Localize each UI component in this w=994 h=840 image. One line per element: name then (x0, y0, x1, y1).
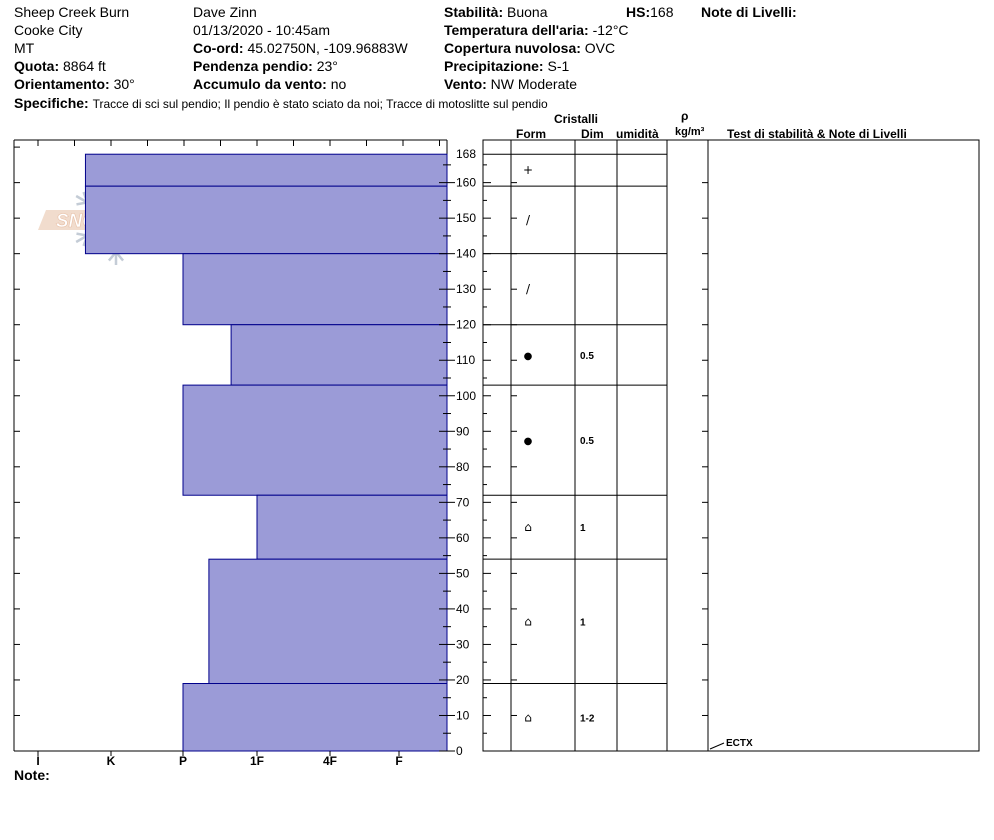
air-temp-value: -12°C (592, 22, 629, 38)
y-tick-label: 80 (456, 460, 470, 474)
wind: Vento: NW Moderate (444, 76, 577, 92)
air-temp-label: Temperatura dell'aria: (444, 22, 589, 38)
state: MT (14, 40, 35, 56)
crystals-header: Cristalli (554, 112, 599, 126)
wind-load-label: Accumulo da vento: (193, 76, 327, 92)
grain-form-2: / (526, 282, 531, 296)
coord-label: Co-ord: (193, 40, 244, 56)
hs: HS:168 (626, 4, 673, 20)
y-tick-label: 140 (456, 247, 476, 261)
rho-header: ρ (681, 109, 689, 123)
y-tick-label: 110 (456, 353, 475, 367)
x-tick-label: P (179, 754, 187, 768)
note-label: Note: (14, 767, 50, 783)
hs-label: HS: (626, 4, 651, 20)
y-tick-label: 120 (456, 318, 476, 332)
test-pointer-0 (709, 742, 725, 750)
stability-label: Stabilità: (444, 4, 504, 20)
x-tick-label: 4F (323, 754, 337, 768)
wind-load: Accumulo da vento: no (193, 76, 346, 92)
precip-label: Precipitazione: (444, 58, 544, 74)
hardness-bar-5 (256, 494, 448, 560)
grain-size-3: 0.5 (580, 351, 594, 362)
grain-form-0: + (523, 163, 533, 177)
elevation: Quota: 8864 ft (14, 58, 106, 74)
hardness-bar-0 (84, 153, 448, 187)
form-header: Form (516, 127, 546, 141)
y-tick-label: 20 (456, 673, 470, 687)
hardness-bar-7 (182, 683, 448, 752)
grain-size-5: 1 (580, 523, 586, 534)
grain-form-5: ⌂ (524, 520, 532, 534)
slope-label: Pendenza pendio: (193, 58, 313, 74)
tests-header: Test di stabilità & Note di Livelli (727, 127, 907, 141)
y-tick-label: 0 (456, 744, 463, 758)
grain-form-6: ⌂ (524, 614, 532, 628)
y-tick-label: 10 (456, 708, 470, 722)
y-tick-label: 130 (456, 282, 476, 296)
specifics-label: Specifiche: (14, 95, 89, 111)
aspect-label: Orientamento: (14, 76, 110, 92)
grain-form-1: / (526, 213, 531, 227)
density-unit-header: kg/m³ (675, 126, 705, 138)
table-frame (482, 139, 980, 752)
y-tick-label: 40 (456, 602, 470, 616)
y-tick-label: 168 (456, 147, 476, 161)
sky-label: Copertura nuvolosa: (444, 40, 581, 56)
x-tick-label: 1F (250, 754, 264, 768)
location: Sheep Creek Burn (14, 4, 130, 20)
test-label-0: ECTX (726, 738, 753, 749)
grain-form-7: ⌂ (524, 710, 532, 724)
city: Cooke City (14, 22, 83, 38)
x-tick-label: I (36, 754, 39, 768)
y-tick-label: 70 (456, 495, 470, 509)
y-tick-label: 160 (456, 176, 476, 190)
aspect-value: 30° (113, 76, 135, 92)
grain-form-3: ● (524, 351, 533, 362)
humidity-header: umidità (616, 127, 659, 141)
slope: Pendenza pendio: 23° (193, 58, 338, 74)
grain-size-7: 1-2 (580, 713, 595, 724)
hardness-bar-1 (84, 185, 448, 255)
precip-value: S-1 (547, 58, 570, 74)
y-tick-label: 60 (456, 531, 470, 545)
grain-form-4: ● (524, 436, 533, 447)
aspect: Orientamento: 30° (14, 76, 135, 92)
datetime: 01/13/2020 - 10:45am (193, 22, 330, 38)
coordinates: Co-ord: 45.02750N, -109.96883W (193, 40, 408, 56)
x-tick-label: F (395, 754, 402, 768)
specifics: Specifiche: Tracce di sci sul pendio; Il… (14, 95, 548, 112)
y-tick-label: 50 (456, 566, 470, 580)
dim-header: Dim (581, 127, 604, 141)
specifics-value: Tracce di sci sul pendio; Il pendio è st… (92, 97, 548, 111)
wind-value: NW Moderate (490, 76, 578, 92)
observer: Dave Zinn (193, 4, 257, 20)
precipitation: Precipitazione: S-1 (444, 58, 569, 74)
hardness-bar-3 (230, 324, 448, 386)
elevation-value: 8864 ft (63, 58, 106, 74)
sky-cover: Copertura nuvolosa: OVC (444, 40, 615, 56)
y-tick-label: 150 (456, 211, 476, 225)
hardness-bar-6 (208, 558, 448, 685)
slope-value: 23° (316, 58, 338, 74)
air-temp: Temperatura dell'aria: -12°C (444, 22, 629, 38)
stability: Stabilità: Buona (444, 4, 548, 20)
y-tick-label: 100 (456, 389, 476, 403)
grain-size-4: 0.5 (580, 436, 594, 447)
hardness-bar-4 (182, 384, 448, 496)
sky-value: OVC (584, 40, 616, 56)
grain-size-6: 1 (580, 617, 586, 628)
wind-load-value: no (330, 76, 347, 92)
y-tick-label: 90 (456, 424, 470, 438)
hs-value: 168 (650, 4, 674, 20)
hardness-bar-2 (182, 253, 448, 326)
layer-notes-label: Note di Livelli: (701, 4, 797, 20)
x-tick-label: K (107, 754, 116, 768)
elevation-label: Quota: (14, 58, 60, 74)
stability-value: Buona (507, 4, 548, 20)
coord-value: 45.02750N, -109.96883W (247, 40, 408, 56)
y-tick-label: 30 (456, 637, 470, 651)
wind-label: Vento: (444, 76, 487, 92)
